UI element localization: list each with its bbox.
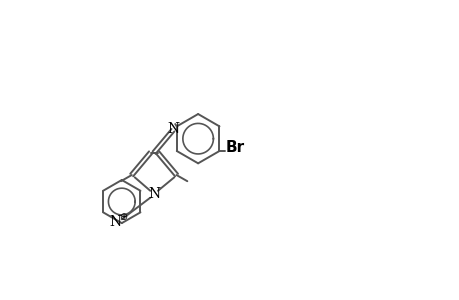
- Text: N: N: [167, 122, 179, 136]
- Text: N: N: [109, 214, 122, 229]
- Text: Br: Br: [225, 140, 244, 155]
- Text: ⊕: ⊕: [119, 212, 127, 222]
- Text: N: N: [148, 187, 160, 201]
